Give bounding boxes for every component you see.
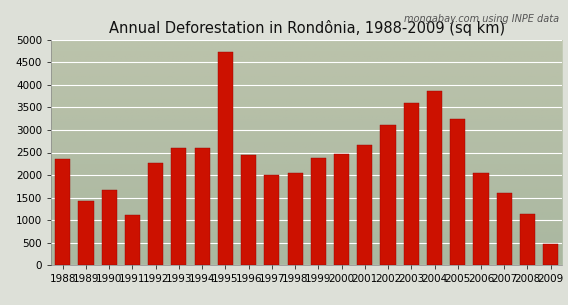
Bar	[381, 125, 395, 265]
Bar	[241, 155, 256, 265]
Title: Annual Deforestation in Rondônia, 1988-2009 (sq km): Annual Deforestation in Rondônia, 1988-2…	[108, 20, 505, 36]
Bar	[311, 158, 326, 265]
Bar	[357, 145, 373, 265]
Bar	[264, 175, 279, 265]
Bar	[543, 244, 558, 265]
Bar	[172, 148, 186, 265]
Bar	[218, 52, 233, 265]
Text: mongabay.com using INPE data: mongabay.com using INPE data	[404, 14, 559, 24]
Bar	[427, 91, 442, 265]
Bar	[125, 215, 140, 265]
Bar	[287, 173, 303, 265]
Bar	[520, 214, 535, 265]
Bar	[404, 103, 419, 265]
Bar	[148, 163, 163, 265]
Bar	[55, 159, 70, 265]
Bar	[450, 119, 465, 265]
Bar	[78, 201, 94, 265]
Bar	[102, 190, 117, 265]
Bar	[496, 193, 512, 265]
Bar	[334, 154, 349, 265]
Bar	[195, 148, 210, 265]
Bar	[474, 173, 488, 265]
